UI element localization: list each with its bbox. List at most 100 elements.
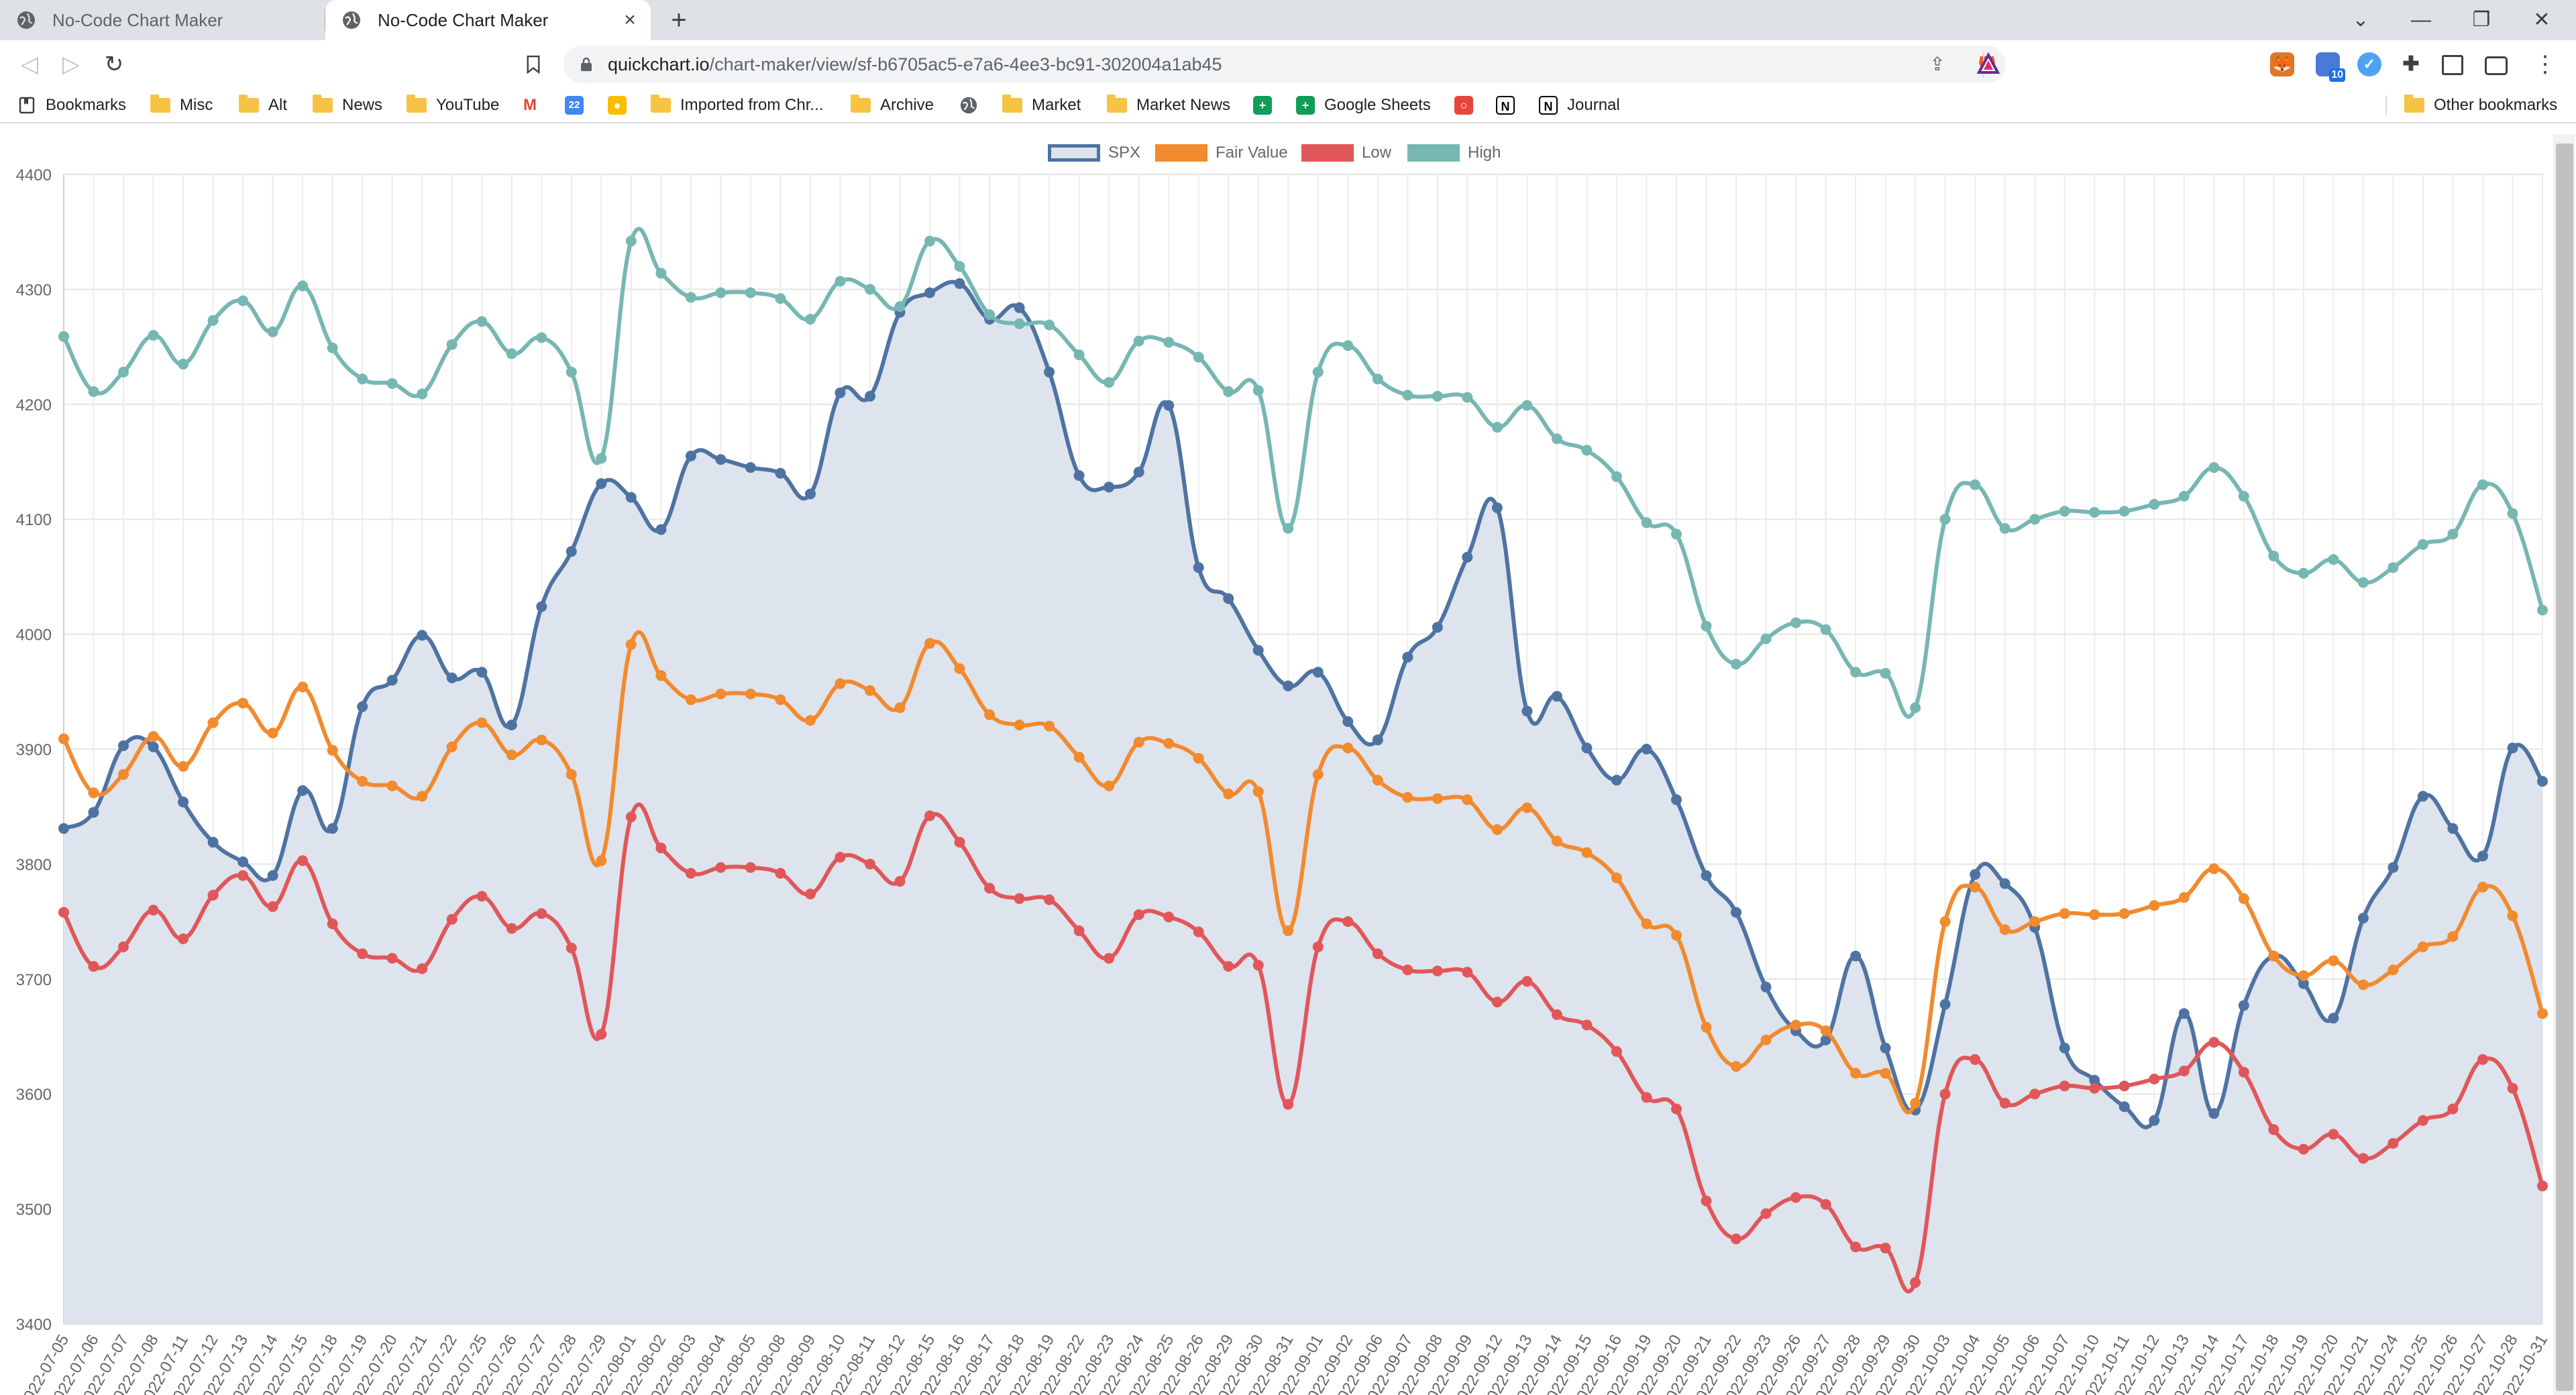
- data-point-low: [267, 901, 278, 912]
- data-point-high: [924, 235, 935, 247]
- data-point-high: [805, 314, 816, 325]
- data-point-low: [2029, 1089, 2041, 1100]
- bookmark-item-google-sheets[interactable]: + Google Sheets: [1296, 89, 1431, 122]
- data-point-low: [745, 862, 756, 873]
- data-point-high: [1133, 335, 1144, 347]
- data-point-low: [2298, 1143, 2309, 1155]
- reload-button[interactable]: ↻: [104, 52, 124, 77]
- legend-item-spx[interactable]: SPX: [1048, 142, 1140, 164]
- sidebar-toggle-icon[interactable]: [2442, 55, 2463, 75]
- metamask-icon[interactable]: 🦊: [2270, 52, 2294, 76]
- bookmark-item-imported[interactable]: Imported from Chr...: [651, 89, 823, 122]
- data-point-spx: [1283, 680, 1294, 691]
- data-point-low: [1342, 916, 1354, 928]
- brave-rewards-icon[interactable]: [1975, 51, 2002, 78]
- data-point-high: [1372, 374, 1383, 385]
- data-point-fair-value: [1073, 752, 1085, 763]
- browser-menu-icon[interactable]: ⋮: [2534, 52, 2557, 77]
- data-point-spx: [1939, 999, 1951, 1010]
- legend-swatch: [1301, 144, 1354, 162]
- wallet-icon[interactable]: [2485, 56, 2508, 75]
- bookmark-item-gmail[interactable]: M: [521, 89, 549, 122]
- data-point-low: [2537, 1180, 2548, 1192]
- data-point-spx: [297, 785, 309, 796]
- bookmark-item-sheets[interactable]: +: [1253, 89, 1281, 122]
- bookmark-label: Market News: [1136, 96, 1231, 114]
- bookmark-item-calendar[interactable]: 22: [565, 89, 593, 122]
- data-point-fair-value: [1283, 925, 1294, 936]
- close-tab-icon[interactable]: ×: [624, 9, 636, 31]
- data-point-low: [2357, 1153, 2369, 1164]
- tab-title: No-Code Chart Maker: [52, 9, 223, 30]
- data-point-high: [1252, 385, 1264, 396]
- data-point-high: [1999, 522, 2010, 534]
- legend-item-fair-value[interactable]: Fair Value: [1155, 142, 1288, 164]
- data-point-low: [2417, 1115, 2428, 1126]
- share-icon[interactable]: ⇪: [1929, 54, 1945, 74]
- data-point-low: [1223, 960, 1234, 972]
- address-bar[interactable]: quickchart.io/chart-maker/view/sf-b6705a…: [564, 46, 2006, 83]
- data-point-fair-value: [655, 670, 667, 681]
- bookmark-page-icon[interactable]: [520, 50, 547, 79]
- data-point-spx: [1014, 302, 1025, 313]
- gmail-icon: M: [521, 96, 539, 115]
- data-point-high: [446, 339, 458, 350]
- tab-chart-maker-1[interactable]: No-Code Chart Maker: [0, 0, 325, 40]
- data-point-spx: [386, 675, 398, 686]
- bookmark-label: News: [342, 96, 383, 114]
- bookmark-item-keep[interactable]: ●: [608, 89, 636, 122]
- url-host: quickchart.io: [608, 54, 710, 74]
- close-window-button[interactable]: ✕: [2533, 9, 2551, 31]
- data-point-high: [1850, 667, 1862, 678]
- legend-item-high[interactable]: High: [1407, 142, 1501, 164]
- series-area-spx: [64, 282, 2542, 1325]
- data-point-high: [2387, 562, 2399, 573]
- bookmark-item-market-news[interactable]: Market News: [1107, 89, 1230, 122]
- app-icon: ○: [1454, 96, 1473, 115]
- bookmark-item-alt[interactable]: Alt: [239, 89, 287, 122]
- data-point-fair-value: [2447, 931, 2459, 942]
- data-point-low: [148, 905, 159, 915]
- extensions-puzzle-icon[interactable]: ✚: [2402, 53, 2420, 75]
- extension-calendar-icon[interactable]: 10: [2316, 52, 2345, 82]
- back-button[interactable]: ◁: [20, 52, 39, 77]
- data-point-low: [1581, 1019, 1593, 1031]
- data-point-high: [506, 348, 517, 359]
- legend-item-low[interactable]: Low: [1301, 142, 1391, 164]
- data-point-fair-value: [446, 741, 458, 752]
- bookmark-item-app[interactable]: ○: [1454, 89, 1483, 122]
- y-tick-label: 3400: [16, 1316, 52, 1334]
- bookmark-item-notion[interactable]: N: [1496, 89, 1524, 122]
- data-point-fair-value: [805, 715, 816, 726]
- bookmark-item-market[interactable]: Market: [1002, 89, 1081, 122]
- data-point-low: [446, 913, 458, 925]
- data-point-spx: [1491, 502, 1503, 514]
- extension-feather-icon[interactable]: ✓: [2357, 52, 2381, 76]
- bookmark-item-globe[interactable]: [959, 89, 978, 122]
- data-point-spx: [1760, 981, 1772, 993]
- data-point-high: [386, 378, 398, 389]
- tab-chart-maker-2[interactable]: No-Code Chart Maker ×: [325, 0, 651, 40]
- bookmark-item-other[interactable]: Other bookmarks: [2404, 89, 2557, 122]
- restore-button[interactable]: ❐: [2472, 9, 2491, 31]
- data-point-low: [1939, 1089, 1951, 1100]
- bookmark-item-news[interactable]: News: [313, 89, 382, 122]
- forward-button[interactable]: ▷: [62, 52, 80, 77]
- data-point-low: [58, 907, 69, 918]
- bookmark-item-journal[interactable]: N Journal: [1539, 89, 1620, 122]
- minimize-button[interactable]: —: [2411, 9, 2431, 31]
- new-tab-button[interactable]: +: [671, 5, 687, 35]
- data-point-high: [2507, 508, 2518, 519]
- bookmark-item-misc[interactable]: Misc: [150, 89, 213, 122]
- bookmark-item-bookmarks[interactable]: Bookmarks: [17, 89, 126, 122]
- data-point-fair-value: [1760, 1034, 1772, 1046]
- tab-search-chevron-down-icon[interactable]: ⌄: [2352, 9, 2369, 31]
- data-point-fair-value: [1999, 924, 2010, 936]
- data-point-low: [1104, 952, 1115, 964]
- data-point-spx: [2507, 742, 2518, 754]
- scrollbar-thumb[interactable]: [2556, 144, 2573, 1391]
- bookmark-item-youtube[interactable]: YouTube: [407, 89, 499, 122]
- legend-label: Low: [1362, 144, 1392, 162]
- browser-toolbar: ◁ ▷ ↻ quickchart.io/chart-maker/view/sf-…: [0, 40, 2576, 89]
- bookmark-item-archive[interactable]: Archive: [851, 89, 934, 122]
